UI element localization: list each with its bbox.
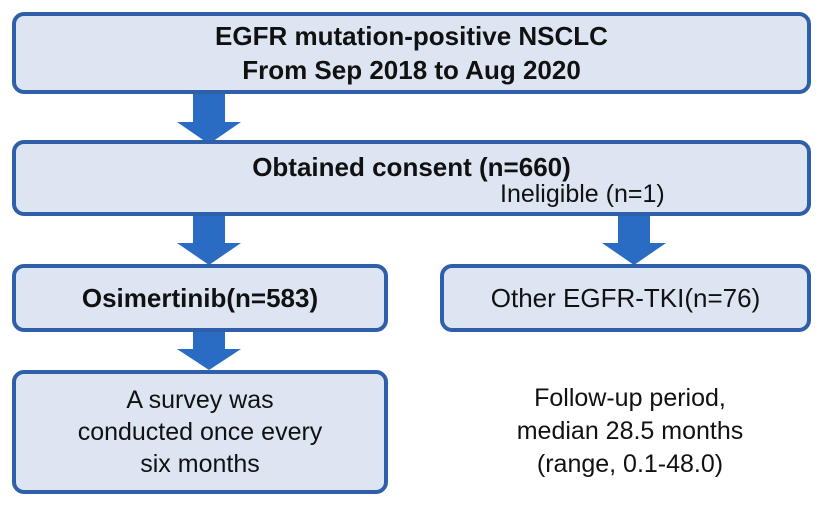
osimertinib-label: Osimertinib(n=583) [81,283,319,313]
osimertinib-box: Osimertinib(n=583) [12,264,388,332]
consent-title: Obtained consent (n=660) [252,152,571,182]
survey-line-2: conducted once every [77,418,323,446]
down-arrow-icon [177,214,241,265]
consent-box: Obtained consent (n=660) [12,140,811,216]
survey-line-3: six months [140,450,260,478]
down-arrow-icon [177,330,241,370]
ineligible-label: Ineligible (n=1) [500,180,665,208]
other-tki-box: Other EGFR-TKI(n=76) [440,264,811,332]
followup-line-2: median 28.5 months [516,417,744,445]
followup-line-1: Follow-up period, [534,384,726,412]
followup-line-3: (range, 0.1-48.0) [536,450,724,478]
down-arrow-icon [602,214,666,265]
population-box: EGFR mutation-positive NSCLC From Sep 20… [12,12,811,94]
other-tki-label: Other EGFR-TKI(n=76) [490,283,761,313]
population-title: EGFR mutation-positive NSCLC [215,21,608,51]
population-period: From Sep 2018 to Aug 2020 [242,55,581,85]
survey-line-1: A survey was [126,386,274,414]
down-arrow-icon [177,92,241,144]
followup-note: Follow-up period, median 28.5 months (ra… [470,382,790,481]
survey-box: A survey was conducted once every six mo… [12,370,388,494]
